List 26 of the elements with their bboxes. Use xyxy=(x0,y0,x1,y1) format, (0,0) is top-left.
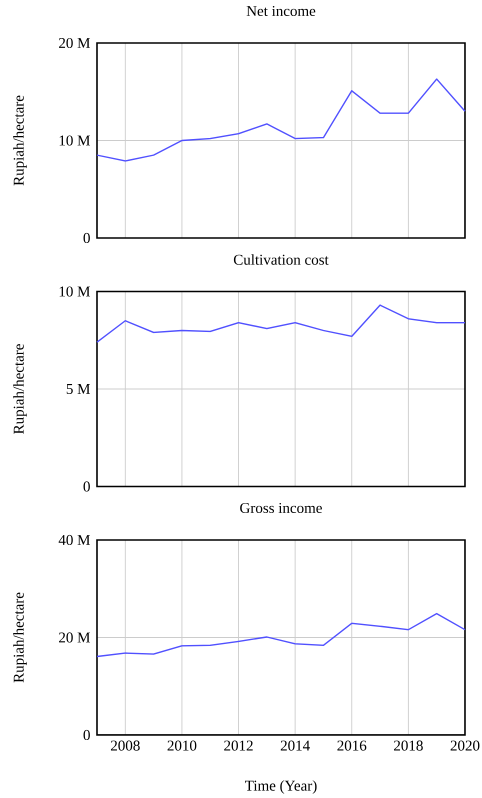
x-tick-label: 2008 xyxy=(110,740,140,751)
chart-title: Net income xyxy=(246,6,316,16)
x-tick-label: 2012 xyxy=(224,740,253,751)
x-tick-label: 2020 xyxy=(450,740,480,751)
y-tick-label: 10 M xyxy=(60,135,90,146)
y-tick-label: 0 xyxy=(84,481,90,492)
line-series xyxy=(96,78,466,162)
x-tick-label: 2010 xyxy=(168,740,196,751)
x-tick-label: 2014 xyxy=(280,740,310,751)
y-tick-label: 20 M xyxy=(59,38,90,48)
chart-title: Cultivation cost xyxy=(234,254,329,265)
x-tick-label: 2018 xyxy=(394,740,423,751)
line-series xyxy=(96,304,466,343)
line-series xyxy=(96,612,466,658)
y-tick-label: 5 M xyxy=(66,384,90,394)
x-axis-title: Time (Year) xyxy=(245,780,317,794)
chart-title: Gross income xyxy=(240,502,322,514)
y-tick-label: 20 M xyxy=(59,632,90,643)
y-axis-title: Rupiah/hectare xyxy=(13,592,27,682)
y-axis-title: Rupiah/hectare xyxy=(13,96,27,186)
y-axis-title: Rupiah/hectare xyxy=(13,344,27,434)
y-tick-label: 40 M xyxy=(58,534,90,546)
y-tick-label: 0 xyxy=(84,730,90,740)
y-tick-label: 10 M xyxy=(60,286,90,297)
x-tick-label: 2016 xyxy=(337,740,366,751)
y-tick-label: 0 xyxy=(84,232,90,244)
